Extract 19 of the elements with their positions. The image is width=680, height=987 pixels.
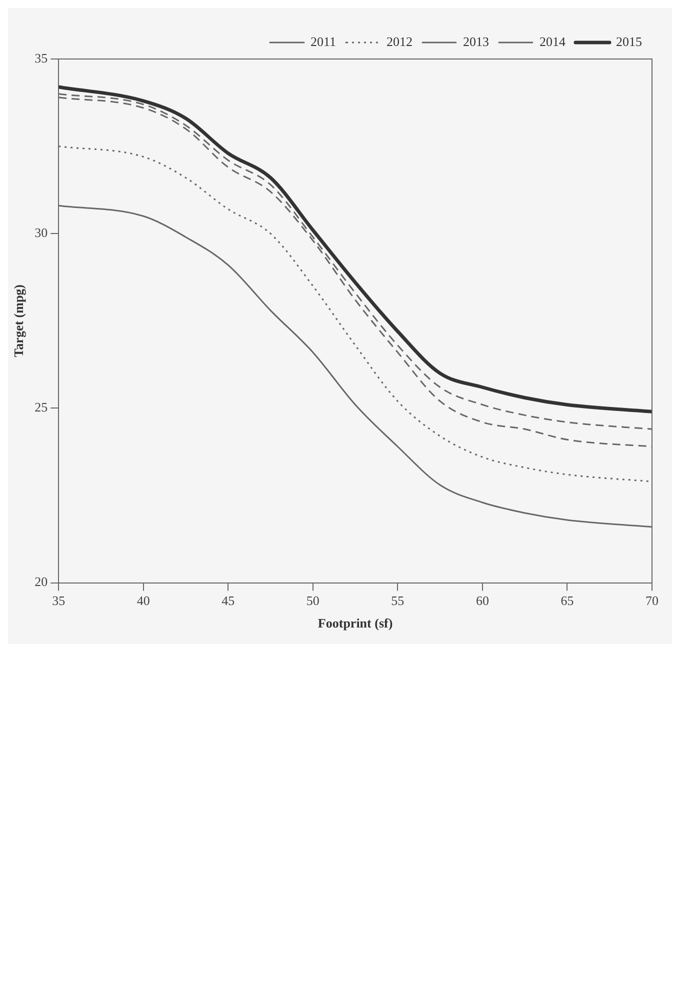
x-axis-title: Footprint (sf) — [318, 616, 393, 631]
x-tick-label: 40 — [136, 593, 150, 608]
x-tick-label: 50 — [306, 593, 320, 608]
y-tick-label: 20 — [34, 574, 48, 590]
legend-label: 2013 — [463, 34, 489, 49]
y-tick-label: 35 — [34, 50, 48, 66]
legend-label: 2014 — [540, 34, 566, 49]
y-tick-label: 25 — [34, 400, 48, 415]
x-tick-label: 35 — [52, 593, 66, 608]
legend-label: 2015 — [616, 34, 642, 49]
x-tick-label: 45 — [222, 593, 235, 608]
x-tick-label: 60 — [476, 593, 489, 608]
legend-label: 2011 — [310, 34, 336, 49]
legend-label: 2012 — [386, 34, 412, 49]
y-tick-label: 30 — [34, 225, 48, 240]
x-tick-label: 65 — [560, 593, 574, 608]
x-tick-label: 55 — [391, 593, 404, 608]
y-axis-title: Target (mpg) — [11, 284, 26, 358]
x-tick-label: 70 — [646, 593, 658, 608]
